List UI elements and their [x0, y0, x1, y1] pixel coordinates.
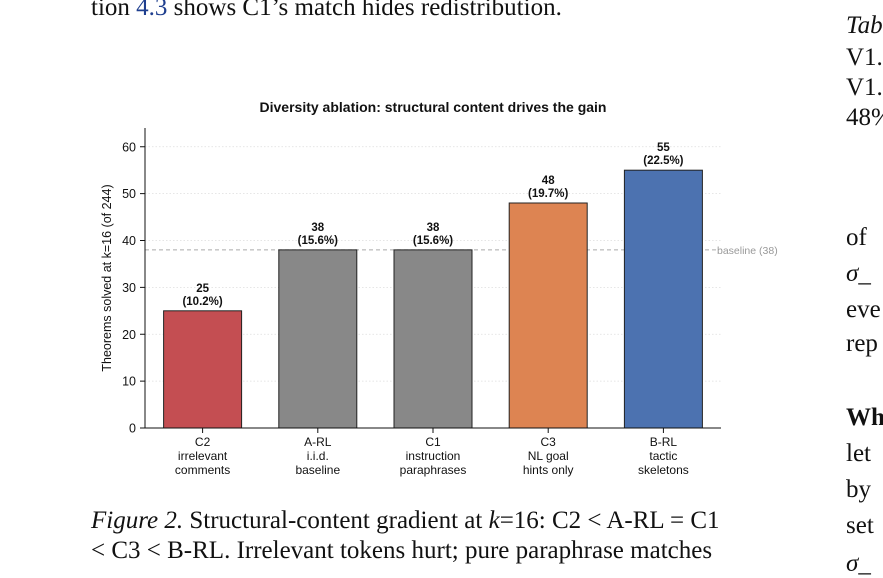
- x-tick-label: skeletons: [638, 463, 689, 477]
- bars-group: 25(10.2%)38(15.6%)38(15.6%)48(19.7%)55(2…: [163, 142, 703, 429]
- caption-text-1: Structural-content gradient at: [189, 507, 483, 534]
- x-tick-label: paraphrases: [400, 463, 467, 477]
- bar-percent-label: (22.5%): [643, 155, 683, 167]
- y-axis-label: Theorems solved at k=16 (of 244): [100, 184, 114, 371]
- baseline-label: baseline (38): [717, 245, 778, 257]
- x-tick-label: C2: [195, 435, 211, 449]
- caption-line-2: < C3 < B-RL. Irrelevant tokens hurt; pur…: [91, 537, 713, 564]
- figure-caption: Figure 2. Structural-content gradient at…: [91, 506, 792, 566]
- bar: [623, 169, 703, 429]
- y-tick-label: 10: [122, 375, 136, 389]
- bar-value-label: 48: [542, 175, 555, 187]
- x-tick-label: hints only: [523, 463, 574, 477]
- right-col-line: set: [846, 512, 874, 539]
- bar: [393, 249, 473, 429]
- x-tick-label: B-RL: [650, 435, 678, 449]
- y-tick-label: 40: [122, 234, 136, 248]
- right-col-line: Tab: [846, 12, 883, 39]
- bar: [163, 310, 243, 429]
- right-col-line: V1.: [846, 44, 883, 71]
- bar-value-label: 25: [196, 283, 209, 295]
- x-tick-label: A-RL: [304, 435, 332, 449]
- body-text-prefix: tion: [91, 0, 130, 21]
- right-col-line: eve: [846, 296, 881, 323]
- baseline-reference: baseline (38): [145, 245, 778, 257]
- right-col-line: V1.: [846, 74, 883, 101]
- x-tick-label: C3: [541, 435, 557, 449]
- bar-percent-label: (19.7%): [528, 188, 568, 200]
- x-tick-label: instruction: [406, 449, 461, 463]
- y-tick-label: 0: [129, 422, 136, 436]
- y-tick-label: 60: [122, 140, 136, 154]
- caption-figure-label: Figure 2.: [91, 507, 184, 534]
- section-ref-link[interactable]: 4.3: [136, 0, 168, 21]
- bar-percent-label: (15.6%): [413, 235, 453, 247]
- x-tick-label: C1: [425, 435, 441, 449]
- chart-title: Diversity ablation: structural content d…: [260, 99, 607, 115]
- x-tick-label: irrelevant: [178, 449, 228, 463]
- bar-value-label: 38: [311, 222, 324, 234]
- caption-equation: =16: C2 < A-RL = C1: [499, 507, 720, 534]
- right-col-line: σ_: [846, 260, 871, 287]
- right-col-line: by: [846, 476, 871, 503]
- bar-percent-label: (15.6%): [298, 235, 338, 247]
- x-tick-label: NL goal: [528, 449, 569, 463]
- x-tick-label: tactic: [649, 449, 677, 463]
- right-col-line: σ_: [846, 550, 871, 577]
- y-tick-label: 20: [122, 328, 136, 342]
- body-text-line: tion 4.3 shows C1’s match hides redistri…: [91, 0, 811, 25]
- bar: [508, 202, 588, 429]
- caption-k-symbol: k: [488, 507, 500, 534]
- bar-chart: Diversity ablation: structural content d…: [100, 99, 778, 477]
- bar: [278, 249, 358, 429]
- right-col-line: Wh: [846, 404, 883, 431]
- y-tick-label: 50: [122, 187, 136, 201]
- bar-value-label: 55: [657, 142, 670, 154]
- body-text-suffix: shows C1’s match hides redistribution.: [173, 0, 562, 21]
- x-tick-label: baseline: [295, 463, 340, 477]
- x-tick-label: i.i.d.: [307, 449, 329, 463]
- caption-line-1: Figure 2. Structural-content gradient at…: [91, 506, 792, 536]
- x-tick-label: comments: [175, 463, 230, 477]
- bar-value-label: 38: [427, 222, 440, 234]
- bar-percent-label: (10.2%): [182, 296, 222, 308]
- right-col-line: 48%: [846, 104, 883, 131]
- right-col-line: let: [846, 440, 871, 467]
- right-col-line: of: [846, 224, 867, 251]
- right-col-line: rep: [846, 330, 878, 357]
- y-tick-label: 30: [122, 281, 136, 295]
- y-axis-ticks: 0 10 20 30 40 50 60: [122, 140, 145, 436]
